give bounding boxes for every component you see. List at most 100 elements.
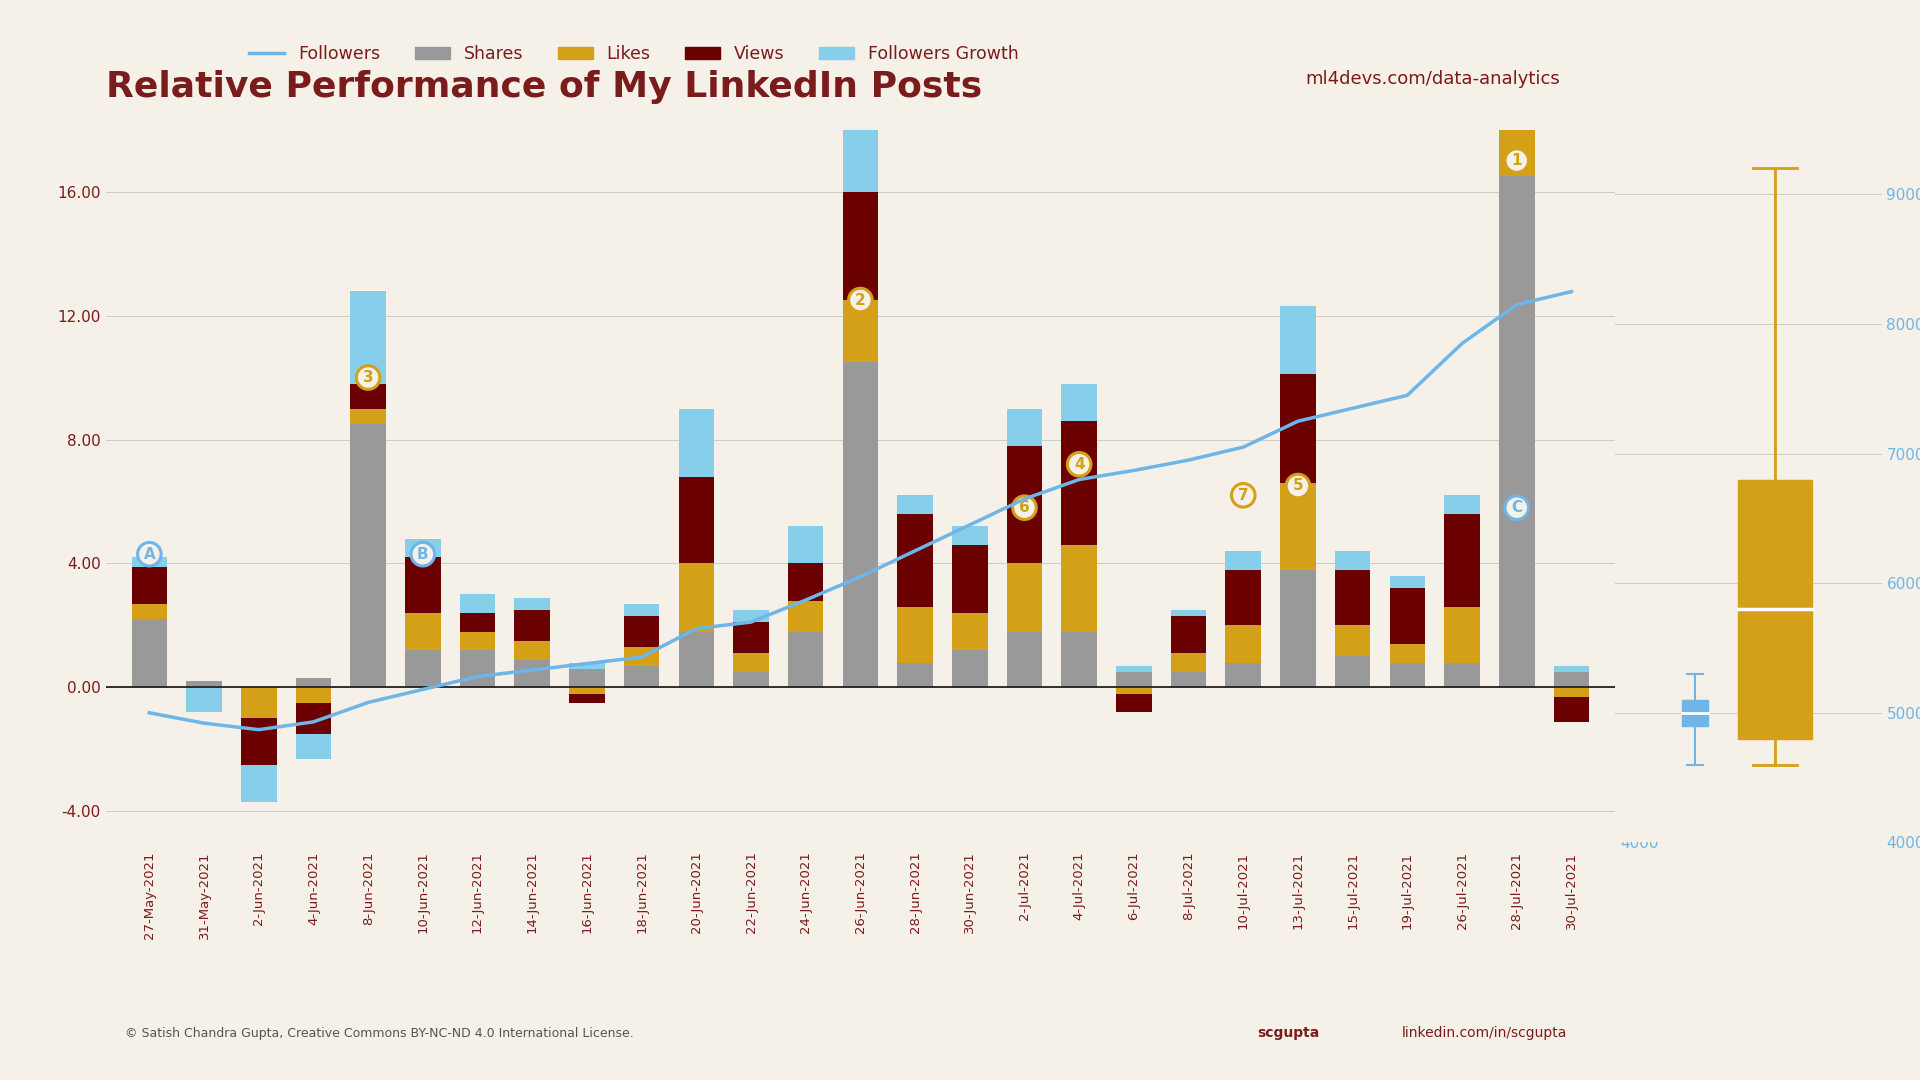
Bar bbox=[624, 665, 659, 688]
Bar bbox=[1390, 644, 1425, 663]
Bar bbox=[1553, 688, 1590, 697]
Bar bbox=[1006, 632, 1043, 688]
FancyBboxPatch shape bbox=[1682, 700, 1709, 726]
Bar bbox=[1171, 617, 1206, 653]
Bar bbox=[1390, 576, 1425, 589]
Bar bbox=[1006, 408, 1043, 446]
Bar bbox=[624, 617, 659, 647]
Bar bbox=[1171, 653, 1206, 672]
Bar bbox=[242, 688, 276, 718]
Bar bbox=[1225, 663, 1261, 688]
Bar bbox=[952, 613, 987, 650]
Bar bbox=[515, 597, 549, 610]
Bar bbox=[787, 600, 824, 632]
Bar bbox=[1171, 610, 1206, 617]
Bar bbox=[624, 647, 659, 665]
Bar bbox=[1334, 625, 1371, 657]
Text: © Satish Chandra Gupta, Creative Commons BY-NC-ND 4.0 International License.: © Satish Chandra Gupta, Creative Commons… bbox=[125, 1027, 634, 1040]
Bar bbox=[1553, 697, 1590, 721]
Bar bbox=[132, 557, 167, 567]
FancyBboxPatch shape bbox=[1738, 480, 1812, 739]
Bar bbox=[1444, 663, 1480, 688]
Bar bbox=[349, 291, 386, 383]
Bar bbox=[897, 663, 933, 688]
Bar bbox=[1062, 383, 1096, 421]
Text: 5: 5 bbox=[1292, 478, 1304, 494]
Bar bbox=[733, 622, 768, 653]
Bar bbox=[1334, 657, 1371, 688]
Bar bbox=[1334, 569, 1371, 625]
Bar bbox=[952, 526, 987, 545]
Bar bbox=[1116, 665, 1152, 672]
Bar bbox=[733, 672, 768, 688]
Bar bbox=[1500, 108, 1534, 176]
Bar bbox=[1006, 564, 1043, 632]
Bar bbox=[843, 300, 877, 362]
Bar bbox=[678, 408, 714, 476]
Text: 7: 7 bbox=[1238, 488, 1248, 503]
Bar bbox=[515, 660, 549, 688]
Bar bbox=[515, 610, 549, 640]
Bar bbox=[1171, 672, 1206, 688]
Bar bbox=[1116, 672, 1152, 688]
Text: ml4devs.com/data-analytics: ml4devs.com/data-analytics bbox=[1306, 70, 1561, 89]
Bar bbox=[1225, 551, 1261, 569]
Bar bbox=[787, 632, 824, 688]
Text: 2: 2 bbox=[854, 293, 866, 308]
Bar bbox=[132, 567, 167, 604]
Bar bbox=[1225, 569, 1261, 625]
Bar bbox=[678, 476, 714, 564]
Bar bbox=[1444, 514, 1480, 607]
Bar bbox=[405, 557, 440, 613]
Text: Relative Performance of My LinkedIn Posts: Relative Performance of My LinkedIn Post… bbox=[106, 70, 981, 104]
Bar bbox=[186, 681, 223, 688]
Bar bbox=[897, 496, 933, 514]
Bar bbox=[787, 526, 824, 564]
Bar bbox=[678, 632, 714, 688]
Bar bbox=[349, 383, 386, 408]
Text: linkedin.com/in/scgupta: linkedin.com/in/scgupta bbox=[1402, 1026, 1567, 1040]
Bar bbox=[459, 650, 495, 688]
Text: 6: 6 bbox=[1020, 500, 1029, 515]
Bar bbox=[1334, 551, 1371, 569]
Bar bbox=[405, 650, 440, 688]
Bar bbox=[568, 669, 605, 688]
Bar bbox=[515, 640, 549, 660]
Bar bbox=[897, 514, 933, 607]
Bar bbox=[296, 678, 332, 688]
Bar bbox=[242, 765, 276, 802]
Bar bbox=[568, 693, 605, 703]
Bar bbox=[897, 607, 933, 663]
Bar bbox=[1553, 665, 1590, 672]
Bar bbox=[678, 564, 714, 632]
Bar bbox=[132, 604, 167, 619]
Legend: Followers, Shares, Likes, Views, Followers Growth: Followers, Shares, Likes, Views, Followe… bbox=[242, 39, 1025, 70]
Text: 1: 1 bbox=[1511, 153, 1523, 168]
Bar bbox=[296, 688, 332, 703]
Bar bbox=[242, 718, 276, 765]
Bar bbox=[1500, 0, 1534, 108]
Bar bbox=[1390, 663, 1425, 688]
Bar bbox=[1553, 672, 1590, 688]
Bar bbox=[1281, 483, 1315, 569]
Bar bbox=[132, 619, 167, 688]
Bar bbox=[733, 610, 768, 622]
Bar bbox=[1062, 421, 1096, 545]
Bar bbox=[1444, 496, 1480, 514]
Bar bbox=[405, 613, 440, 650]
Bar bbox=[1390, 589, 1425, 644]
Bar bbox=[459, 632, 495, 650]
Bar bbox=[1116, 688, 1152, 693]
Bar bbox=[843, 22, 877, 191]
Bar bbox=[459, 594, 495, 613]
Bar bbox=[843, 362, 877, 688]
Bar bbox=[296, 703, 332, 734]
Bar bbox=[459, 613, 495, 632]
Bar bbox=[787, 564, 824, 600]
Bar bbox=[1281, 307, 1315, 375]
Bar bbox=[1444, 607, 1480, 663]
Text: 4: 4 bbox=[1073, 457, 1085, 472]
Bar bbox=[1006, 446, 1043, 564]
Bar bbox=[1062, 545, 1096, 632]
Bar bbox=[349, 408, 386, 424]
